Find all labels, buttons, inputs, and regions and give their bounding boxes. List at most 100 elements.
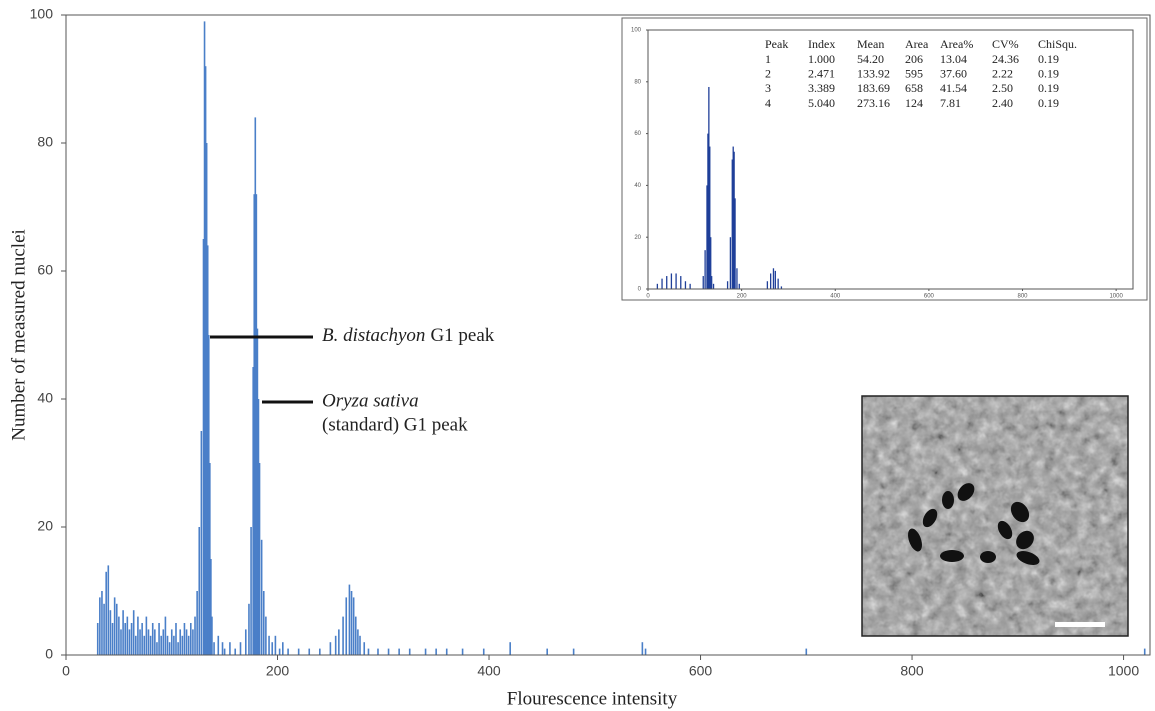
x-tick-label: 400 xyxy=(830,294,841,300)
table-cell: 1 xyxy=(765,52,771,66)
bar xyxy=(770,273,772,289)
bar xyxy=(255,194,258,655)
bar xyxy=(173,635,175,655)
table-cell: 0.19 xyxy=(1038,52,1059,66)
bar xyxy=(271,642,274,655)
table-cell: 133.92 xyxy=(857,66,890,80)
x-tick-label: 800 xyxy=(900,663,924,679)
bar xyxy=(211,616,213,655)
bar xyxy=(130,623,133,655)
bar xyxy=(164,616,167,655)
bar xyxy=(445,648,448,655)
bar xyxy=(733,151,735,289)
bar xyxy=(257,399,260,655)
bar xyxy=(250,527,252,655)
annotation-italic: Oryza sativa xyxy=(322,390,419,411)
micrograph-texture xyxy=(862,396,1128,636)
bar xyxy=(210,559,212,655)
table-cell: 3 xyxy=(765,81,771,95)
bar xyxy=(287,648,289,655)
bar xyxy=(706,185,708,289)
bar xyxy=(183,623,186,655)
table-cell: 273.16 xyxy=(857,96,890,110)
bar xyxy=(166,635,169,655)
bar xyxy=(319,648,321,655)
bar xyxy=(181,635,184,655)
bar xyxy=(772,268,775,289)
y-tick-label: 40 xyxy=(37,390,53,406)
bar xyxy=(729,237,732,289)
table-cell: 3.389 xyxy=(808,81,835,95)
bar xyxy=(350,591,353,655)
bar xyxy=(189,623,192,655)
table-cell: 37.60 xyxy=(940,66,967,80)
bar xyxy=(572,648,575,655)
bar xyxy=(111,623,114,655)
bar xyxy=(308,648,311,655)
bar xyxy=(805,648,808,655)
bar xyxy=(244,629,247,655)
bar xyxy=(141,623,143,655)
table-cell: 0.19 xyxy=(1038,81,1059,95)
bar xyxy=(213,642,215,655)
bar xyxy=(103,603,105,655)
bar xyxy=(124,623,127,655)
bar xyxy=(177,642,179,655)
bar xyxy=(732,146,734,289)
bar xyxy=(168,642,171,655)
table-cell: 13.04 xyxy=(940,52,967,66)
bar xyxy=(710,237,712,289)
bar xyxy=(205,143,208,655)
table-cell: 1.000 xyxy=(808,52,835,66)
annotation-italic: B. distachyon xyxy=(322,325,425,346)
micrograph xyxy=(861,395,1129,637)
y-tick-label: 100 xyxy=(30,6,54,22)
bar xyxy=(223,648,226,655)
bar xyxy=(689,283,691,289)
bar xyxy=(708,86,710,289)
bar xyxy=(147,629,150,655)
table-header: Peak xyxy=(765,37,788,51)
bar xyxy=(120,629,122,655)
table-cell: 0.19 xyxy=(1038,96,1059,110)
bar xyxy=(217,635,220,655)
table-cell: 0.19 xyxy=(1038,66,1059,80)
x-tick-label: 800 xyxy=(1018,294,1029,300)
bar xyxy=(656,283,659,289)
y-tick-label: 100 xyxy=(631,28,642,34)
bar xyxy=(766,281,769,289)
bar xyxy=(265,616,267,655)
scale-bar xyxy=(1055,622,1105,627)
bar xyxy=(202,239,205,655)
bar xyxy=(252,367,254,655)
table-cell: 2.471 xyxy=(808,66,835,80)
y-tick-label: 40 xyxy=(634,183,641,189)
bar xyxy=(711,276,713,289)
bar xyxy=(354,616,357,655)
bar xyxy=(206,245,209,655)
table-header: ChiSqu. xyxy=(1038,37,1077,51)
bar xyxy=(179,629,182,655)
bar xyxy=(192,629,194,655)
table-cell: 595 xyxy=(905,66,923,80)
bar xyxy=(170,629,173,655)
bar xyxy=(149,635,152,655)
bar xyxy=(221,642,224,655)
bar xyxy=(704,250,706,289)
bar xyxy=(126,616,129,655)
bar xyxy=(113,597,116,655)
table-header: Index xyxy=(808,37,835,51)
y-tick-label: 60 xyxy=(634,131,641,137)
table-cell: 183.69 xyxy=(857,81,890,95)
bar xyxy=(352,597,355,655)
x-tick-label: 1000 xyxy=(1109,294,1123,300)
bar xyxy=(101,591,103,655)
table-cell: 41.54 xyxy=(940,81,967,95)
bar xyxy=(151,623,154,655)
y-axis-label: Number of measured nuclei xyxy=(8,229,29,441)
x-tick-label: 600 xyxy=(689,663,713,679)
bar xyxy=(342,616,344,655)
x-axis-label: Flourescence intensity xyxy=(507,688,678,709)
bar xyxy=(239,642,242,655)
bar xyxy=(707,133,709,289)
